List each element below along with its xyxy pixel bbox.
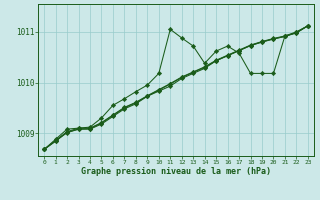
X-axis label: Graphe pression niveau de la mer (hPa): Graphe pression niveau de la mer (hPa) bbox=[81, 167, 271, 176]
